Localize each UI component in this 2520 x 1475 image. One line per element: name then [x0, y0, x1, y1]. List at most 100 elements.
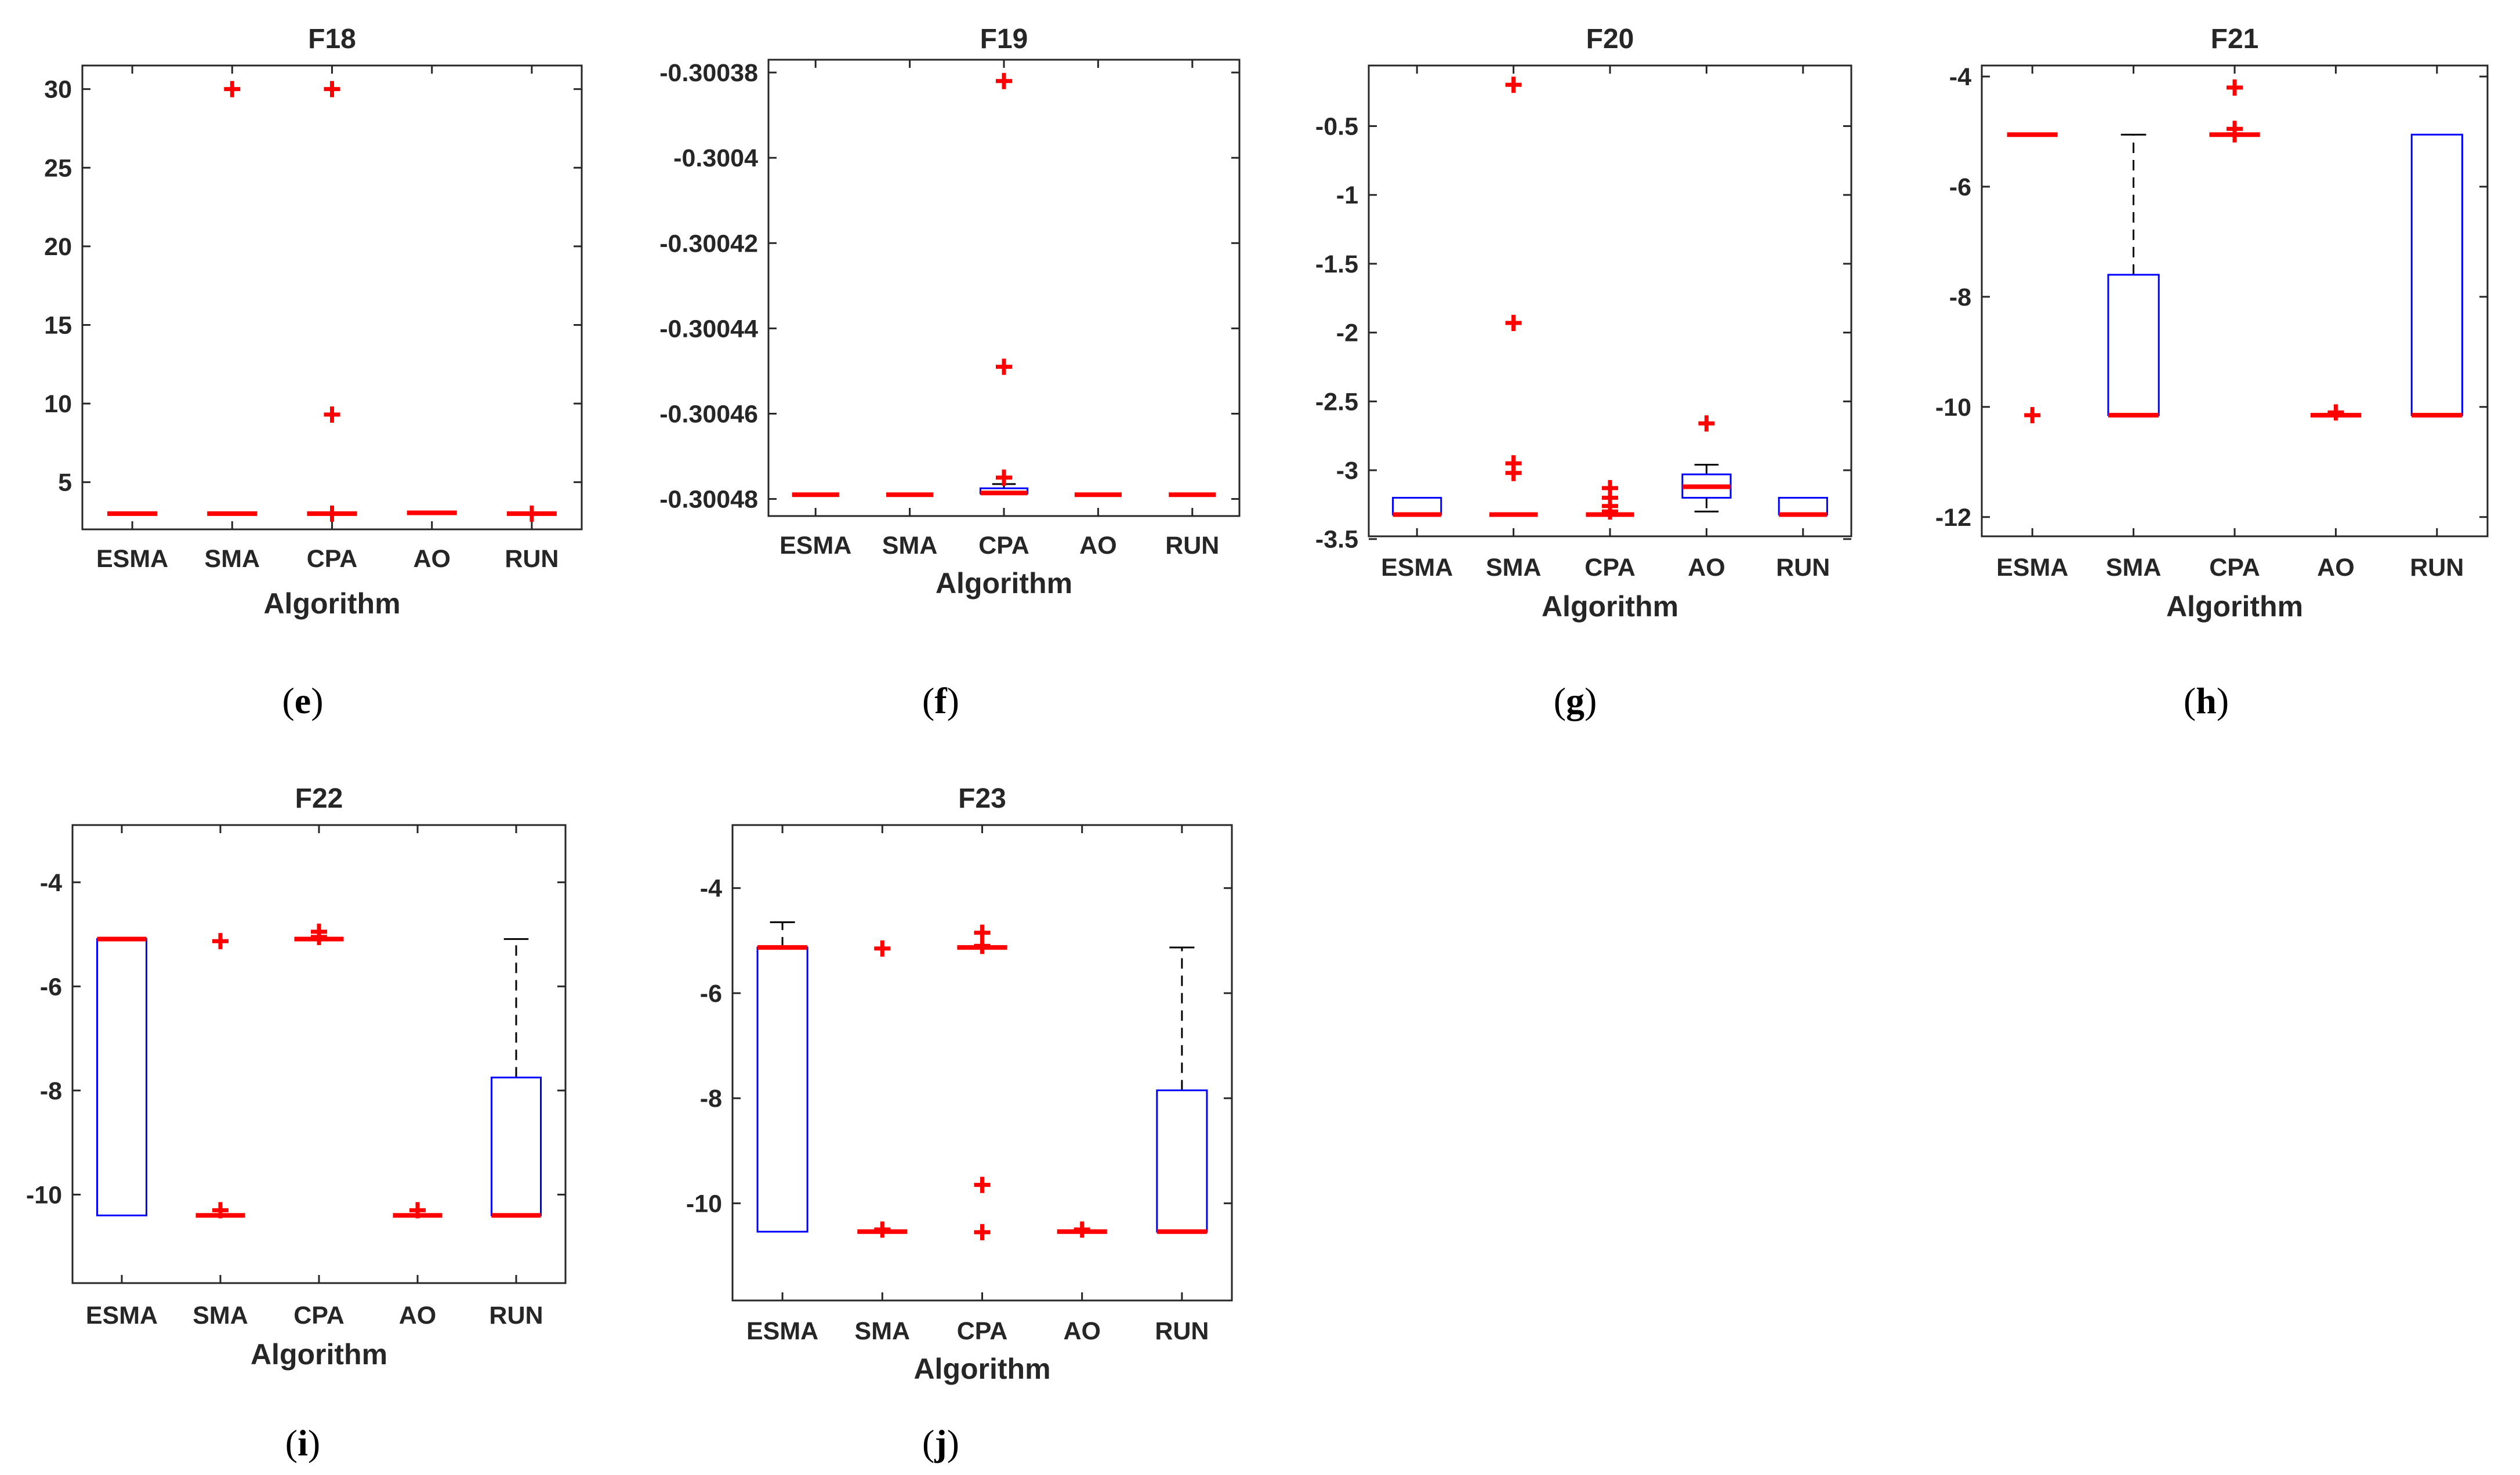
outlier-marker [2227, 126, 2243, 143]
y-tick-label: -0.30048 [659, 486, 758, 514]
y-tick-label: -0.30044 [659, 315, 758, 343]
y-tick-label: -0.30046 [659, 400, 758, 428]
x-tick-label-sma: SMA [193, 1302, 248, 1329]
plot-frame [81, 64, 583, 531]
chart-title: F19 [980, 24, 1028, 55]
x-tick-label-ao: AO [2317, 554, 2355, 582]
box-sma [2107, 133, 2160, 418]
y-tick-label: -4 [40, 869, 62, 897]
x-tick-label-cpa: CPA [957, 1317, 1008, 1345]
iqr-box [2410, 133, 2463, 416]
x-tick-label-sma: SMA [205, 545, 260, 573]
y-tick-label: -0.30038 [659, 59, 758, 87]
box-esma [96, 936, 147, 1216]
box-esma [756, 921, 808, 1233]
outlier-marker [1505, 314, 1522, 331]
outlier-marker [2327, 404, 2344, 421]
plot-frame [1368, 64, 1852, 537]
x-tick-label-cpa: CPA [1584, 554, 1636, 582]
y-tick-label: -10 [1935, 394, 1971, 422]
y-tick-label: -10 [26, 1181, 62, 1209]
outlier-marker [1074, 1221, 1090, 1238]
x-tick-label-run: RUN [1776, 554, 1830, 582]
outlier-marker [1505, 464, 1522, 481]
box-cpa [979, 72, 1029, 496]
box-sma [857, 940, 908, 1238]
plot-frame [767, 59, 1241, 517]
x-tick-label-esma: ESMA [86, 1302, 158, 1329]
outlier-marker [1698, 415, 1715, 432]
box-cpa [294, 924, 344, 946]
outlier-marker [311, 929, 327, 946]
x-tick-label-cpa: CPA [978, 532, 1029, 560]
y-tick-label: -8 [40, 1077, 62, 1105]
y-tick-label: -2.5 [1315, 388, 1358, 416]
box-run [2410, 133, 2463, 418]
panel-caption: (j) [922, 1422, 959, 1463]
x-axis-label: Algorithm [251, 1338, 387, 1371]
outlier-marker [212, 1202, 229, 1219]
box-cpa [1586, 479, 1634, 520]
x-tick-label-ao: AO [1079, 532, 1117, 560]
y-tick-label: -2 [1336, 319, 1358, 347]
chart-title: F22 [295, 783, 343, 814]
y-tick-label: -1.5 [1315, 250, 1358, 278]
x-tick-label-run: RUN [2410, 554, 2464, 582]
y-tick-label: -8 [1949, 284, 1971, 311]
box-esma [2007, 132, 2058, 424]
panel-f23: F23 -10 -8 -6 -4 ESMA SMA CPA AO RUN Algorithm (j) [686, 783, 1233, 1463]
y-tick-label: 15 [44, 311, 72, 339]
y-tick-label: -4 [700, 875, 722, 903]
iqr-box [96, 938, 147, 1216]
outlier-marker [996, 358, 1012, 375]
x-tick-label-run: RUN [489, 1302, 543, 1329]
y-tick-label: -3.5 [1315, 526, 1358, 554]
outlier-marker [324, 505, 340, 522]
y-tick-label: 10 [44, 390, 72, 418]
outlier-marker [974, 938, 991, 954]
x-tick-label-sma: SMA [1486, 554, 1542, 582]
panel-caption: (f) [922, 680, 959, 721]
iqr-box [1392, 497, 1442, 515]
y-tick-label: -3 [1336, 457, 1358, 485]
outlier-marker [523, 505, 540, 522]
box-cpa [307, 81, 357, 522]
outlier-marker [324, 406, 340, 423]
outlier-marker [974, 1224, 991, 1241]
y-tick-label: -4 [1949, 63, 1971, 91]
panel-caption: (h) [2184, 680, 2229, 721]
y-tick-label: -6 [1949, 173, 1971, 201]
x-tick-label-esma: ESMA [779, 532, 851, 560]
outlier-marker [2024, 407, 2041, 424]
x-tick-label-ao: AO [1063, 1317, 1101, 1345]
outlier-marker [224, 81, 241, 97]
y-tick-label: -0.5 [1315, 112, 1358, 140]
box-ao [2310, 404, 2361, 421]
box-run [1778, 497, 1828, 517]
y-tick-label: 20 [44, 233, 72, 261]
outlier-marker [2227, 79, 2243, 96]
outlier-marker [996, 72, 1012, 89]
x-tick-label-run: RUN [505, 545, 559, 573]
x-axis-label: Algorithm [913, 1353, 1050, 1385]
outlier-marker [409, 1202, 426, 1219]
y-tick-label: -10 [686, 1190, 722, 1218]
x-tick-label-cpa: CPA [307, 545, 358, 573]
box-sma [195, 933, 245, 1219]
box-run [506, 505, 557, 522]
panel-f19: F19 -0.30048 -0.30046 -0.30044 -0.30042 -0.30… [659, 24, 1241, 721]
box-ao [393, 1202, 443, 1219]
box-sma [207, 81, 258, 516]
x-axis-label: Algorithm [2166, 590, 2303, 623]
outlier-marker [996, 469, 1012, 486]
box-esma [1392, 497, 1442, 517]
y-tick-label: 30 [44, 76, 72, 104]
box-ao [1057, 1221, 1107, 1238]
x-tick-label-ao: AO [413, 545, 451, 573]
x-tick-label-run: RUN [1165, 532, 1219, 560]
panel-caption: (i) [285, 1422, 320, 1463]
chart-title: F21 [2211, 24, 2259, 55]
outlier-marker [1505, 77, 1522, 93]
chart-title: F20 [1586, 24, 1634, 55]
